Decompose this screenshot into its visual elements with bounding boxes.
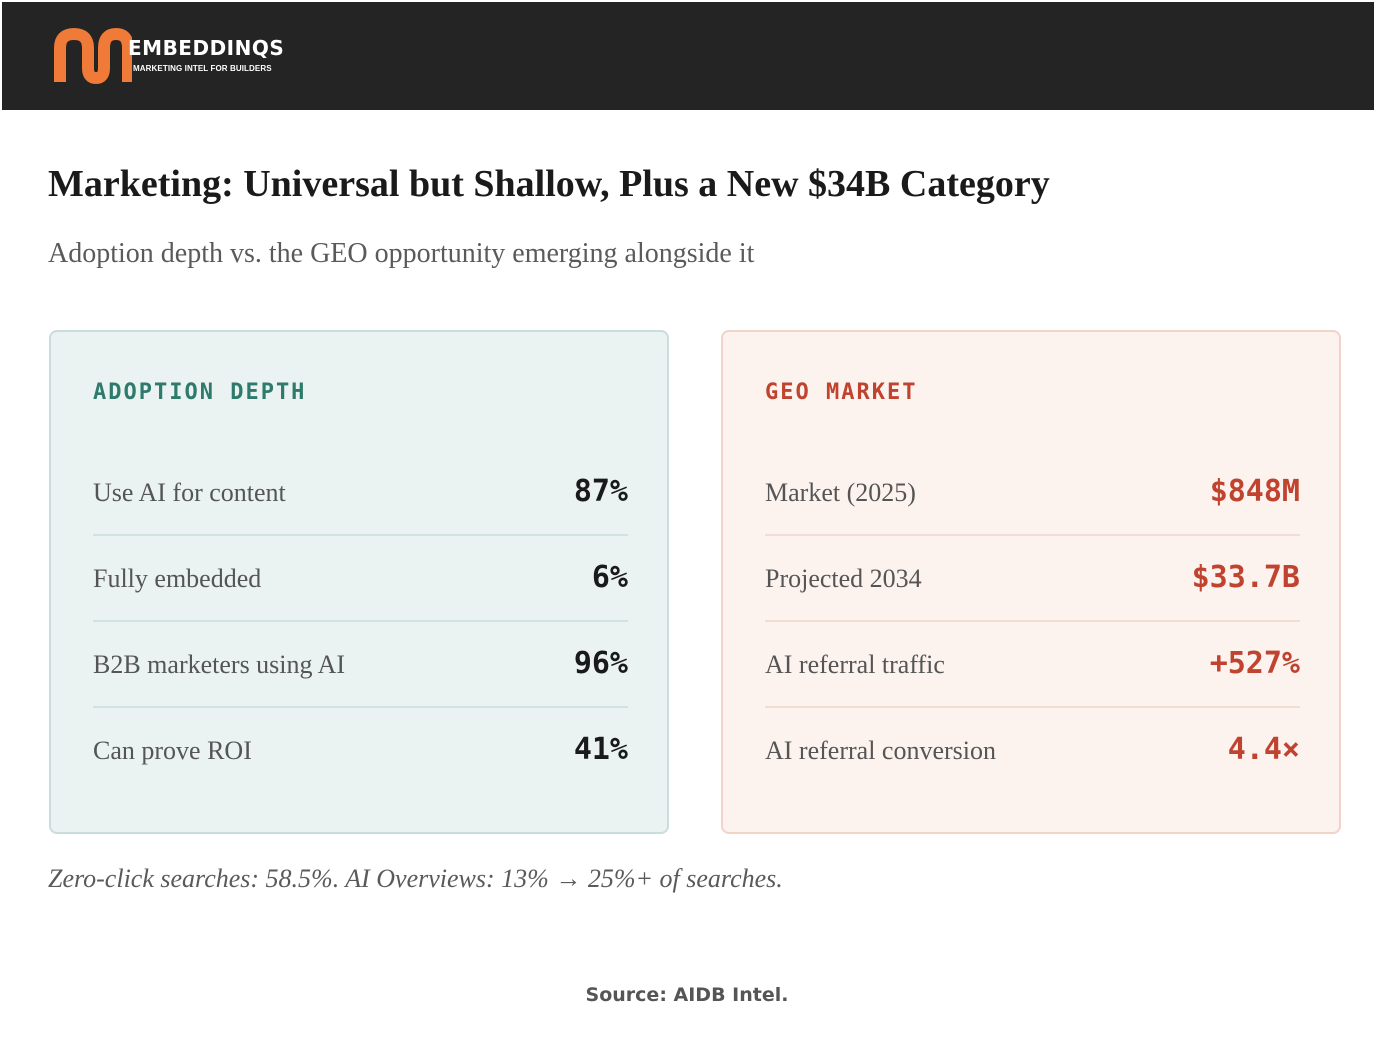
stat-value: $848M — [1209, 474, 1300, 509]
stat-value: +527% — [1209, 646, 1300, 681]
stat-value: 87% — [573, 474, 628, 509]
brand-logo[interactable]: EMBEDDINQS MARKETING INTEL FOR BUILDERS — [52, 28, 292, 88]
stat-label: AI referral traffic — [765, 650, 945, 679]
row-divider — [765, 620, 1300, 622]
stat-label: Market (2025) — [765, 478, 916, 507]
stat-value: 96% — [573, 646, 628, 681]
source-credit: Source: AIDB Intel. — [585, 984, 789, 1006]
stat-value: 41% — [573, 732, 628, 767]
stat-row: Market (2025) $848M — [765, 450, 1300, 536]
stat-label: Projected 2034 — [765, 564, 922, 593]
footnote: Zero-click searches: 58.5%. AI Overviews… — [48, 864, 783, 893]
panel-heading: ADOPTION DEPTH — [93, 380, 307, 405]
stat-label: Can prove ROI — [93, 736, 252, 765]
stat-value: $33.7B — [1191, 560, 1300, 595]
geo-market-panel: GEO MARKET Market (2025) $848M Projected… — [721, 330, 1341, 834]
adoption-depth-panel: ADOPTION DEPTH Use AI for content 87% Fu… — [49, 330, 669, 834]
logo-name: EMBEDDINQS — [128, 36, 285, 60]
stat-row: AI referral traffic +527% — [765, 622, 1300, 708]
page-title: Marketing: Universal but Shallow, Plus a… — [48, 163, 1050, 205]
site-header: EMBEDDINQS MARKETING INTEL FOR BUILDERS — [2, 2, 1374, 110]
panel-heading: GEO MARKET — [765, 380, 918, 405]
logo-tagline: MARKETING INTEL FOR BUILDERS — [133, 64, 272, 73]
stat-row: Use AI for content 87% — [93, 450, 628, 536]
stat-label: Use AI for content — [93, 478, 286, 507]
stat-value: 4.4× — [1227, 732, 1300, 767]
page-subtitle: Adoption depth vs. the GEO opportunity e… — [48, 238, 755, 269]
stat-label: B2B marketers using AI — [93, 650, 346, 679]
row-divider — [93, 534, 628, 536]
stat-row: Can prove ROI 41% — [93, 708, 628, 794]
row-divider — [765, 534, 1300, 536]
stat-row: AI referral conversion 4.4× — [765, 708, 1300, 794]
stat-label: Fully embedded — [93, 564, 262, 593]
stat-row: B2B marketers using AI 96% — [93, 622, 628, 708]
stat-row: Projected 2034 $33.7B — [765, 536, 1300, 622]
row-divider — [93, 706, 628, 708]
row-divider — [93, 620, 628, 622]
stat-label: AI referral conversion — [765, 736, 996, 765]
stat-value: 6% — [591, 560, 628, 595]
logo-mark-icon — [54, 28, 132, 85]
row-divider — [765, 706, 1300, 708]
stat-row: Fully embedded 6% — [93, 536, 628, 622]
